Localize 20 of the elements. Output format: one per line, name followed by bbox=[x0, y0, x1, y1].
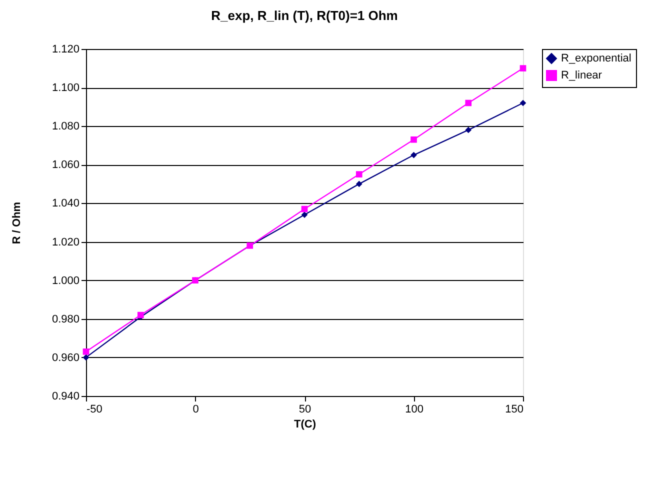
y-tick-label: 1.060 bbox=[52, 159, 80, 172]
legend-label: R_exponential bbox=[561, 52, 632, 64]
y-axis-title: R / Ohm bbox=[10, 202, 23, 244]
chart-title: R_exp, R_lin (T), R(T0)=1 Ohm bbox=[211, 8, 398, 23]
y-tick-label: 1.120 bbox=[52, 44, 80, 56]
y-tick-label: 0.960 bbox=[52, 352, 80, 364]
x-tick-label: 0 bbox=[192, 404, 199, 416]
y-tick-label: 1.040 bbox=[52, 198, 80, 210]
y-tick-label: 1.100 bbox=[52, 82, 80, 94]
y-tick-label: 1.080 bbox=[52, 120, 80, 133]
x-tick-label: 100 bbox=[405, 404, 424, 416]
x-tick-label: 150 bbox=[505, 404, 524, 416]
y-tick-label: 0.940 bbox=[52, 390, 80, 402]
legend-label: R_linear bbox=[561, 70, 602, 82]
x-tick-label: -50 bbox=[86, 404, 102, 416]
y-tick-label: 1.020 bbox=[52, 236, 80, 248]
y-tick-label: 0.980 bbox=[52, 313, 80, 326]
x-axis-title: T(C) bbox=[294, 418, 316, 430]
x-tick-label: 50 bbox=[298, 404, 312, 416]
y-tick-label: 1.000 bbox=[52, 274, 80, 287]
